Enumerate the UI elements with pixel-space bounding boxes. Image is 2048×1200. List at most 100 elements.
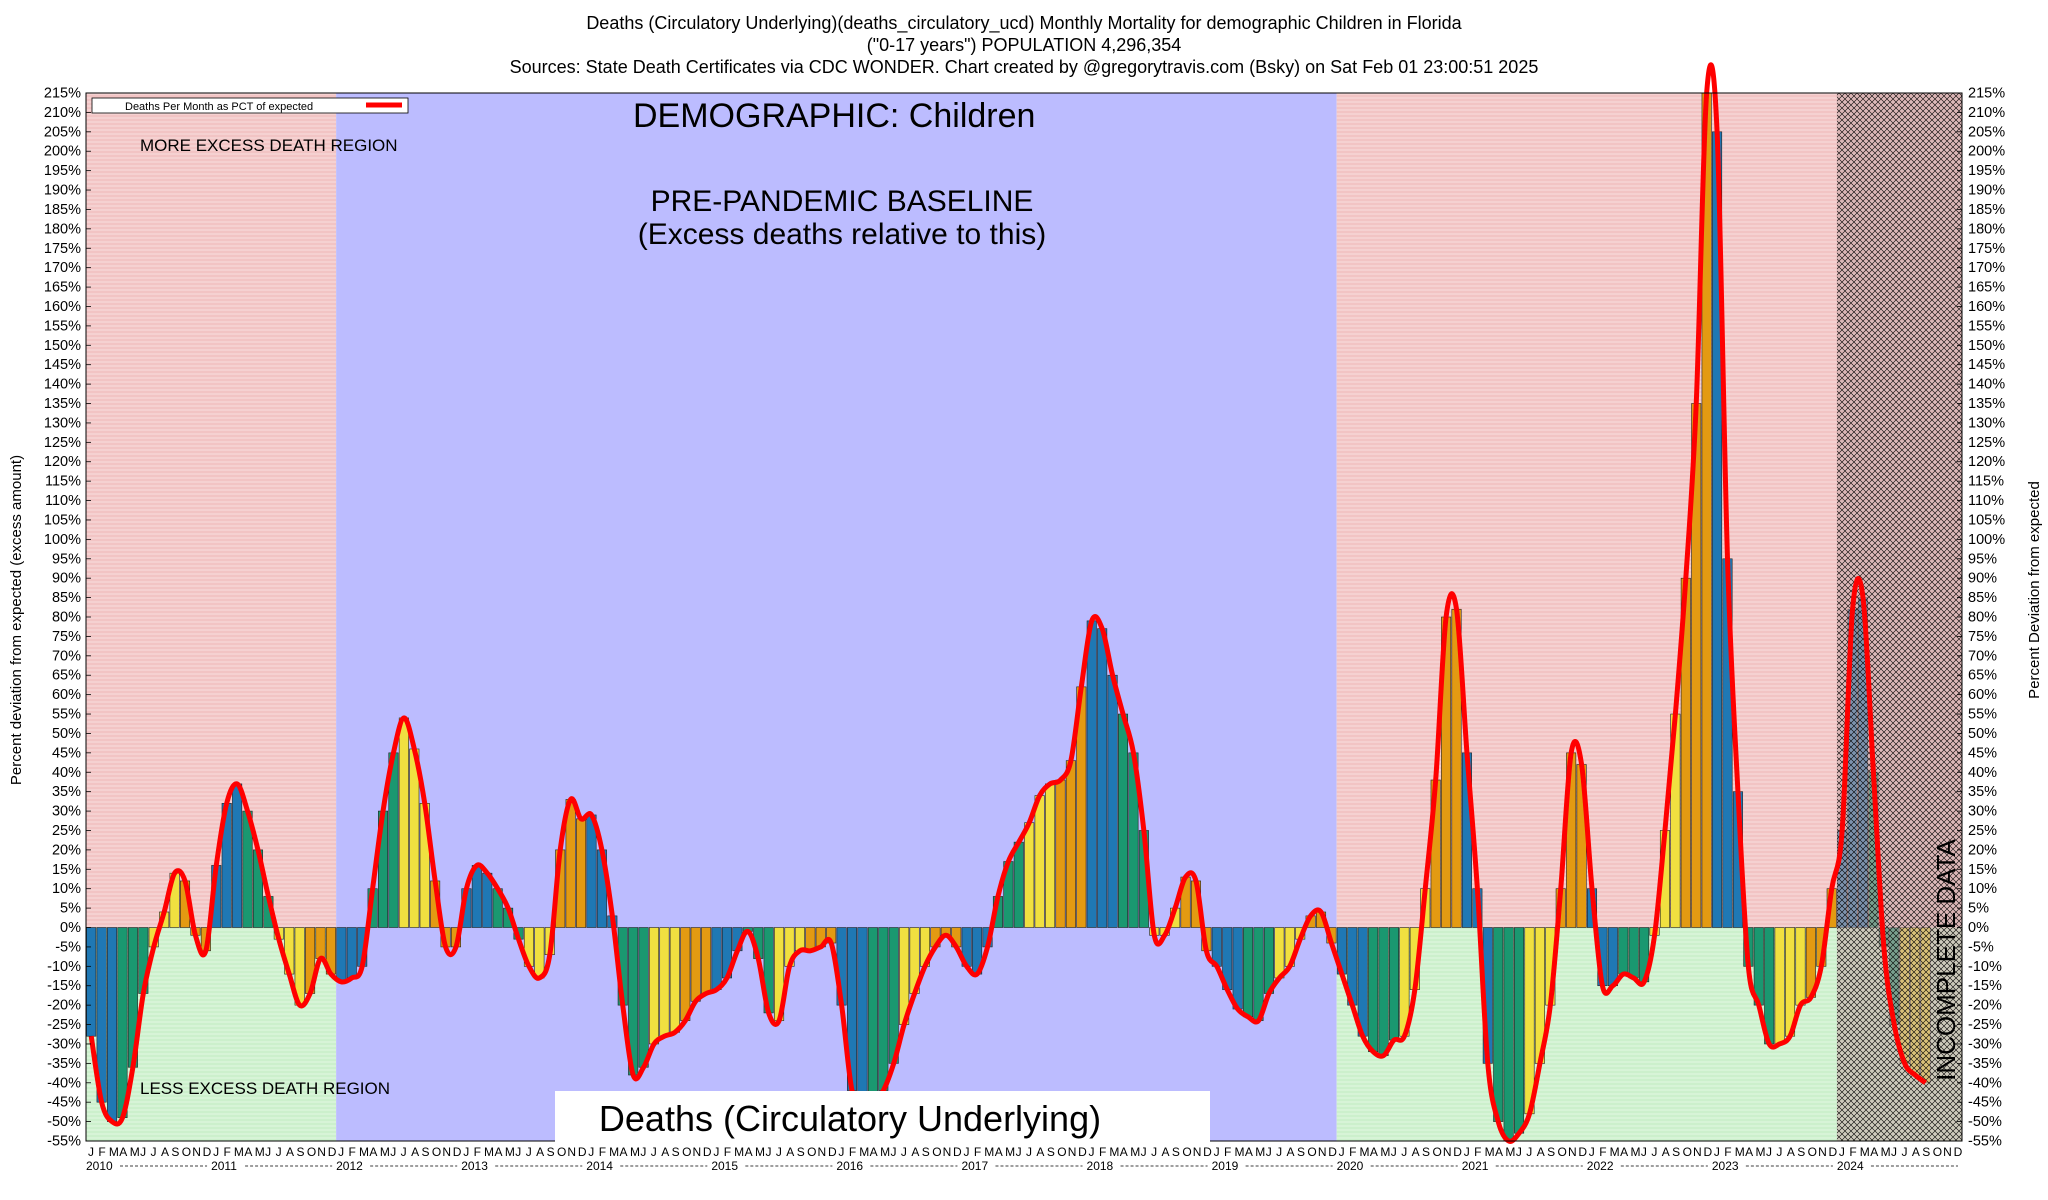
x-tick-label: O (432, 1145, 441, 1159)
x-year-label: 2020 (1337, 1159, 1364, 1173)
bar (232, 783, 243, 928)
bar (1055, 779, 1066, 928)
x-tick-label: A (1036, 1145, 1044, 1159)
x-tick-label: A (1495, 1145, 1503, 1159)
y-tick-label-right: -20% (1968, 998, 2002, 1014)
x-tick-label: O (1558, 1145, 1567, 1159)
x-tick-label: J (151, 1145, 157, 1159)
x-tick-label: A (369, 1145, 377, 1159)
x-tick-label: S (1047, 1145, 1055, 1159)
x-tick-label: O (1307, 1145, 1316, 1159)
x-tick-label: A (411, 1145, 419, 1159)
y-tick-label-left: 0% (60, 920, 81, 936)
y-tick-label-right: 70% (1968, 648, 1997, 664)
y-tick-label-left: 15% (52, 862, 81, 878)
x-tick-label: M (359, 1145, 369, 1159)
y-tick-label-left: 190% (44, 183, 81, 199)
region-above-hatch-0 (86, 93, 337, 928)
y-tick-label-right: 25% (1968, 823, 1997, 839)
x-tick-label: M (505, 1145, 515, 1159)
x-tick-label: D (578, 1145, 587, 1159)
y-tick-label-right: 100% (1968, 532, 2005, 548)
x-year-label: 2010 (86, 1159, 113, 1173)
x-tick-label: F (223, 1145, 230, 1159)
x-tick-label: S (1547, 1145, 1555, 1159)
x-tick-label: F (724, 1145, 731, 1159)
x-tick-label: F (474, 1145, 481, 1159)
y-tick-label-right: 170% (1968, 260, 2005, 276)
x-tick-label: O (1182, 1145, 1191, 1159)
x-tick-label: J (140, 1145, 146, 1159)
x-tick-label: M (1881, 1145, 1891, 1159)
bar (1368, 927, 1379, 1053)
x-tick-label: O (1432, 1145, 1441, 1159)
y-tick-label-left: -45% (47, 1095, 81, 1111)
x-tick-label: J (1839, 1145, 1845, 1159)
bar (1378, 927, 1389, 1056)
y-tick-label-left: 155% (44, 318, 81, 334)
y-tick-label-left: -55% (47, 1134, 81, 1150)
y-tick-label-right: 140% (1968, 377, 2005, 393)
y-tick-label-right: 80% (1968, 610, 1997, 626)
x-tick-label: A (536, 1145, 544, 1159)
x-tick-label: J (765, 1145, 771, 1159)
x-tick-label: D (1453, 1145, 1462, 1159)
x-tick-label: F (1224, 1145, 1231, 1159)
y-tick-label-left: 210% (44, 105, 81, 121)
y-tick-label-left: 90% (52, 571, 81, 587)
x-tick-label: F (1349, 1145, 1356, 1159)
x-tick-label: A (1870, 1145, 1878, 1159)
x-tick-label: S (797, 1145, 805, 1159)
x-tick-label: A (1912, 1145, 1920, 1159)
y-tick-label-left: 180% (44, 221, 81, 237)
x-tick-label: M (630, 1145, 640, 1159)
y-tick-label-left: 5% (60, 901, 81, 917)
y-tick-label-right: 210% (1968, 105, 2005, 121)
x-tick-label: J (963, 1145, 969, 1159)
x-tick-label: A (1662, 1145, 1670, 1159)
x-tick-label: F (849, 1145, 856, 1159)
bar (315, 927, 326, 959)
bar (1118, 713, 1129, 928)
y-tick-label-left: 75% (52, 629, 81, 645)
x-tick-label: A (286, 1145, 294, 1159)
y-tick-label-right: 30% (1968, 804, 1997, 820)
x-tick-label: J (1651, 1145, 1657, 1159)
y-tick-label-left: 110% (45, 493, 81, 509)
y-tick-label-left: -25% (47, 1017, 81, 1033)
x-tick-label: S (1797, 1145, 1805, 1159)
bar (1514, 927, 1525, 1134)
y-tick-label-right: 145% (1968, 357, 2005, 373)
x-year-label: 2014 (586, 1159, 613, 1173)
y-tick-label-right: -50% (1968, 1114, 2002, 1130)
y-tick-label-left: -10% (47, 959, 81, 975)
x-tick-label: O (932, 1145, 941, 1159)
x-tick-label: J (213, 1145, 219, 1159)
x-tick-label: F (1474, 1145, 1481, 1159)
x-tick-label: S (547, 1145, 555, 1159)
y-tick-label-right: 165% (1968, 280, 2005, 296)
x-tick-label: D (1703, 1145, 1712, 1159)
bar (1045, 783, 1056, 928)
y-tick-label-left: -5% (55, 939, 81, 955)
bar (1524, 927, 1535, 1115)
y-tick-label-left: 165% (44, 280, 81, 296)
y-tick-label-right: 10% (1968, 881, 1997, 897)
x-tick-label: O (682, 1145, 691, 1159)
y-tick-label-right: -45% (1968, 1095, 2002, 1111)
x-tick-label: J (838, 1145, 844, 1159)
x-tick-label: O (307, 1145, 316, 1159)
bar (1388, 927, 1400, 1041)
y-tick-label-right: 0% (1968, 920, 1989, 936)
x-tick-label: A (745, 1145, 753, 1159)
x-tick-label: J (713, 1145, 719, 1159)
bar (857, 927, 868, 1099)
x-tick-label: A (1787, 1145, 1795, 1159)
x-tick-label: D (1203, 1145, 1212, 1159)
bar (1034, 795, 1045, 928)
x-tick-label: N (1818, 1145, 1827, 1159)
bar (1086, 620, 1097, 928)
bar (794, 927, 805, 952)
x-tick-label: J (1526, 1145, 1532, 1159)
bar (1774, 927, 1785, 1045)
